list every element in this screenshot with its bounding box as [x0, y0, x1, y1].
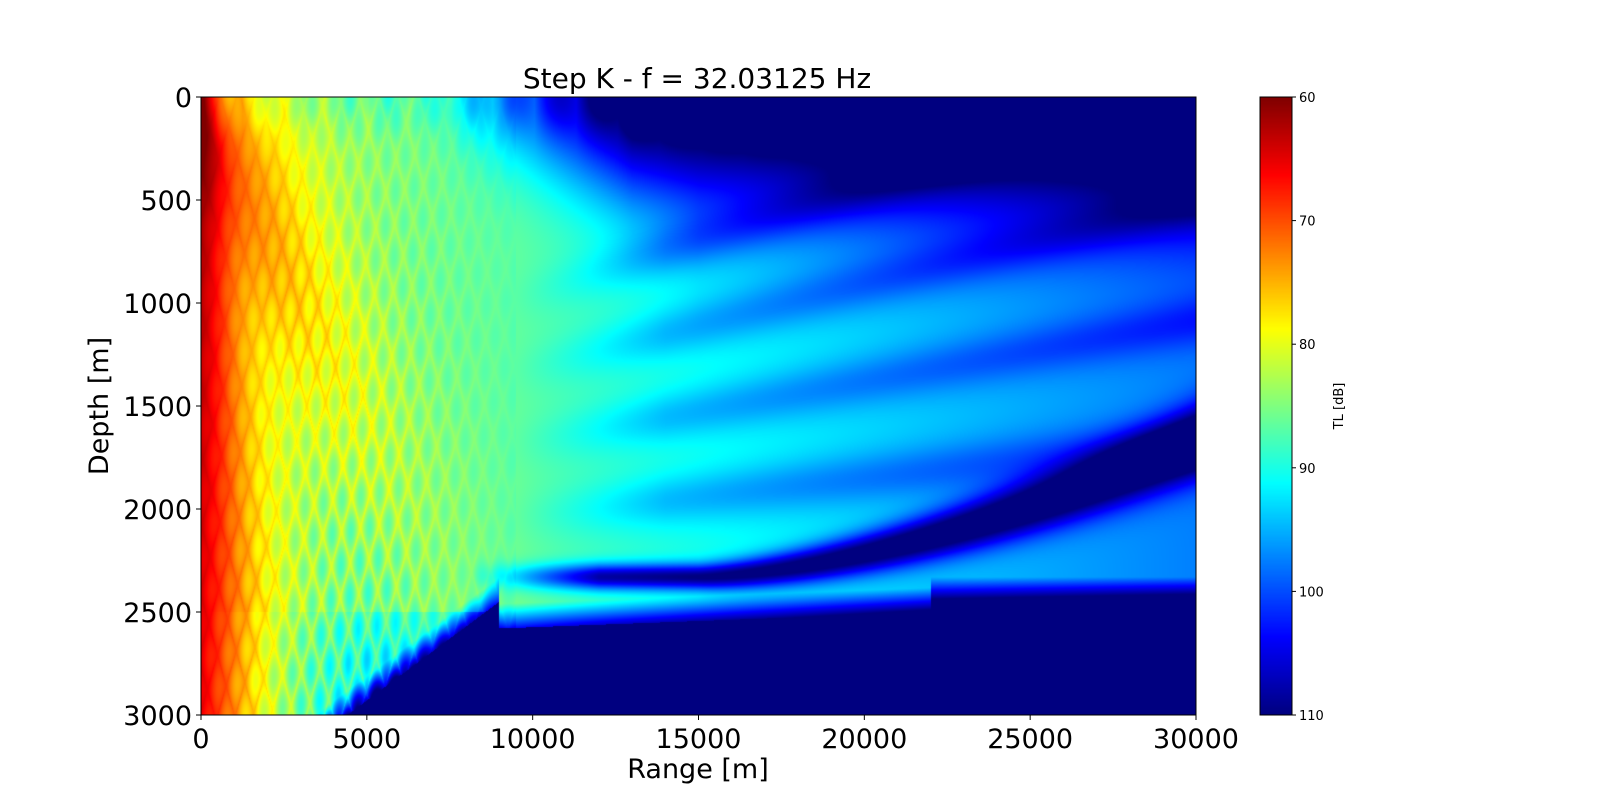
colorbar: 60 70 80 90 100 110 TL [dB] [1259, 91, 1347, 724]
x-tick-label: 0 [192, 724, 209, 755]
colorbar-ticks: 60 70 80 90 100 110 [1292, 91, 1324, 724]
y-tick-label: 2500 [123, 598, 192, 629]
chart-title: Step K - f = 32.03125 Hz [523, 62, 871, 95]
colorbar-label: TL [dB] [1332, 383, 1347, 431]
x-axis-ticks: 0 5000 10000 15000 20000 25000 30000 [192, 715, 1239, 755]
colorbar-tick-label: 60 [1299, 91, 1316, 106]
colorbar-tick-label: 100 [1299, 585, 1324, 600]
y-tick-label: 0 [175, 83, 192, 114]
y-axis-ticks: 0 500 1000 1500 2000 2500 3000 [123, 83, 201, 732]
plot-area [200, 96, 1197, 716]
x-axis-label: Range [m] [627, 754, 769, 785]
x-tick-label: 25000 [987, 724, 1073, 755]
x-tick-label: 15000 [656, 724, 742, 755]
heatmap-container [201, 97, 1196, 715]
x-tick-label: 10000 [490, 724, 576, 755]
colorbar-tick-label: 110 [1299, 709, 1324, 724]
y-tick-label: 500 [140, 186, 192, 217]
x-tick-label: 5000 [332, 724, 401, 755]
y-tick-label: 1500 [123, 392, 192, 423]
heatmap-canvas [201, 97, 1196, 715]
colorbar-tick-label: 90 [1299, 462, 1316, 477]
colorbar-gradient-container [1260, 97, 1292, 715]
colorbar-tick-label: 80 [1299, 338, 1316, 353]
colorbar-tick-label: 70 [1299, 215, 1316, 230]
colorbar-frame [1259, 96, 1293, 716]
x-tick-label: 20000 [821, 724, 907, 755]
y-tick-label: 1000 [123, 289, 192, 320]
y-tick-label: 2000 [123, 495, 192, 526]
x-tick-label: 30000 [1153, 724, 1239, 755]
y-tick-label: 3000 [123, 701, 192, 732]
colorbar-gradient [1260, 97, 1292, 715]
y-axis-label: Depth [m] [84, 337, 115, 475]
